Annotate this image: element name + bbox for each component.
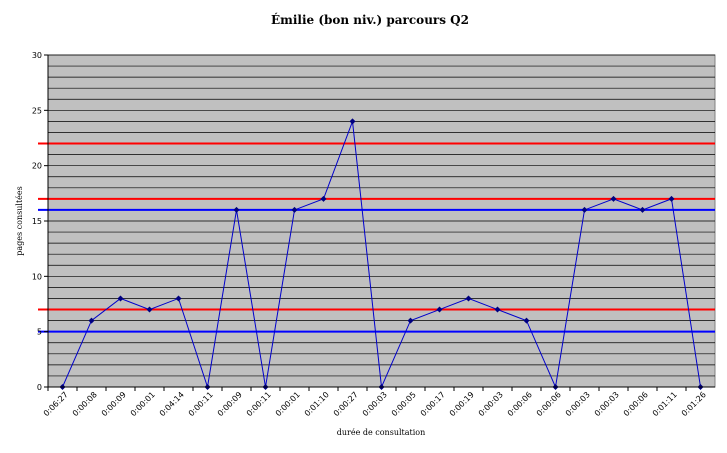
data-point [349,118,356,125]
x-tick-label: 0:00:06 [506,390,534,418]
data-point [668,195,675,202]
x-tick-label: 0:00:03 [477,390,505,418]
data-point [523,317,530,324]
y-tick-label: 20 [32,162,42,171]
data-point [436,306,443,313]
data-point [320,195,327,202]
x-tick-label: 0:00:03 [361,390,389,418]
y-axis-title: pages consultées [15,186,24,255]
x-tick-label: 0:00:11 [187,390,215,418]
y-tick-label: 15 [32,217,42,226]
data-point [639,206,646,213]
data-point [175,295,182,302]
x-tick-label: 0:00:01 [129,390,157,418]
x-tick-label: 0:00:27 [332,390,360,418]
data-point [407,317,414,324]
x-axis-title: durée de consultation [337,428,426,437]
x-tick-label: 0:00:09 [216,390,244,418]
x-tick-label: 0:00:08 [71,390,99,418]
x-tick-label: 0:00:19 [448,390,476,418]
y-axis: 0 5 10 15 20 25 30 [32,51,49,392]
x-axis: 0:06:27 0:00:08 0:00:09 0:00:01 0:04:14 0:00:… [42,386,715,418]
x-tick-label: 0:00:03 [564,390,592,418]
x-tick-label: 0:00:03 [593,390,621,418]
data-point [233,206,240,213]
x-tick-label: 0:01:26 [680,390,708,418]
x-tick-label: 0:01:11 [651,390,679,418]
chart-title: Émilie (bon niv.) parcours Q2 [271,12,469,27]
data-point [117,295,124,302]
x-tick-label: 0:00:05 [390,390,418,418]
x-tick-label: 0:06:27 [42,390,70,418]
y-tick-label: 25 [32,106,42,115]
y-tick-label: 10 [32,272,42,281]
data-point [291,206,298,213]
y-tick-label: 30 [32,51,42,60]
data-point [581,206,588,213]
x-tick-label: 0:04:14 [158,390,186,418]
x-tick-label: 0:00:06 [535,390,563,418]
data-point [610,195,617,202]
y-tick-label: 5 [37,328,42,337]
data-point [465,295,472,302]
x-tick-label: 0:01:10 [303,390,331,418]
x-tick-label: 0:00:01 [274,390,302,418]
x-tick-label: 0:00:17 [419,390,447,418]
data-point [88,317,95,324]
data-point [146,306,153,313]
y-tick-label: 0 [37,383,42,392]
x-tick-label: 0:00:11 [245,390,273,418]
data-point [494,306,501,313]
reference-lines [38,142,715,333]
x-tick-label: 0:00:06 [622,390,650,418]
x-tick-label: 0:00:09 [100,390,128,418]
